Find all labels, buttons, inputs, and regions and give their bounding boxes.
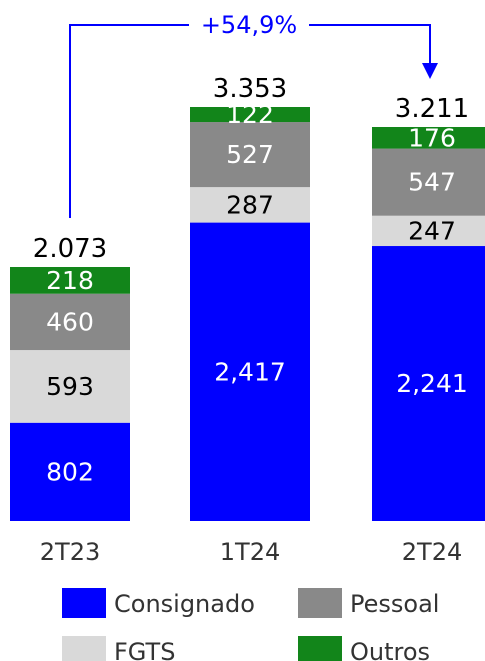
category-labels-group: 2T23 1T24 2T24 [40,538,462,566]
legend-swatch-outros [298,636,342,661]
bar-consignado-2t23 [10,422,130,521]
bar-outros-1t24 [190,107,310,123]
total-label-2t24: 3.211 [395,94,469,124]
bar-fgts-2t23 [10,350,130,423]
data-label-outros-2t23: 218 [46,266,94,295]
category-label-1t24: 1T24 [220,538,280,566]
data-label-pessoal-1t24: 527 [226,140,274,169]
bar-consignado-1t24 [190,222,310,521]
legend-label-consignado: Consignado [114,590,255,618]
total-label-2t23: 2.073 [33,234,107,264]
bars-group: 802 593 460 218 2,417 287 527 122 2,241 247 547 176 [10,100,485,522]
bar-fgts-1t24 [190,187,310,223]
bar-outros-2t24 [372,127,485,149]
total-label-1t24: 3.353 [213,74,287,104]
growth-label-background [189,9,309,41]
legend-label-outros: Outros [350,638,430,661]
category-label-2t24: 2T24 [402,538,462,566]
data-label-pessoal-2t24: 547 [408,168,456,197]
legend-swatch-consignado [62,588,106,618]
legend: Consignado Pessoal FGTS Outros [62,588,439,661]
bar-outros-2t23 [10,267,130,294]
data-label-consignado-2t23: 802 [46,457,94,486]
data-label-fgts-2t24: 247 [408,216,456,245]
bar-pessoal-2t24 [372,148,485,216]
growth-arrow-head [422,63,438,79]
bar-fgts-2t24 [372,215,485,247]
data-label-fgts-1t24: 287 [226,190,274,219]
data-label-consignado-1t24: 2,417 [214,357,286,386]
growth-label: +54,9% [201,11,297,39]
data-label-pessoal-2t23: 460 [46,307,94,336]
data-label-outros-1t24: 122 [226,100,274,129]
data-label-fgts-2t23: 593 [46,372,94,401]
category-label-2t23: 2T23 [40,538,100,566]
totals-group: 2.073 3.353 3.211 [33,74,469,264]
data-label-outros-2t24: 176 [408,123,456,152]
legend-swatch-fgts [62,636,106,661]
growth-annotation: +54,9% [69,9,438,218]
bar-pessoal-2t23 [10,293,130,351]
legend-label-fgts: FGTS [114,638,175,661]
legend-swatch-pessoal [298,588,342,618]
data-label-consignado-2t24: 2,241 [396,369,468,398]
bar-pessoal-1t24 [190,122,310,188]
legend-label-pessoal: Pessoal [350,590,439,618]
bar-consignado-2t24 [372,246,485,522]
